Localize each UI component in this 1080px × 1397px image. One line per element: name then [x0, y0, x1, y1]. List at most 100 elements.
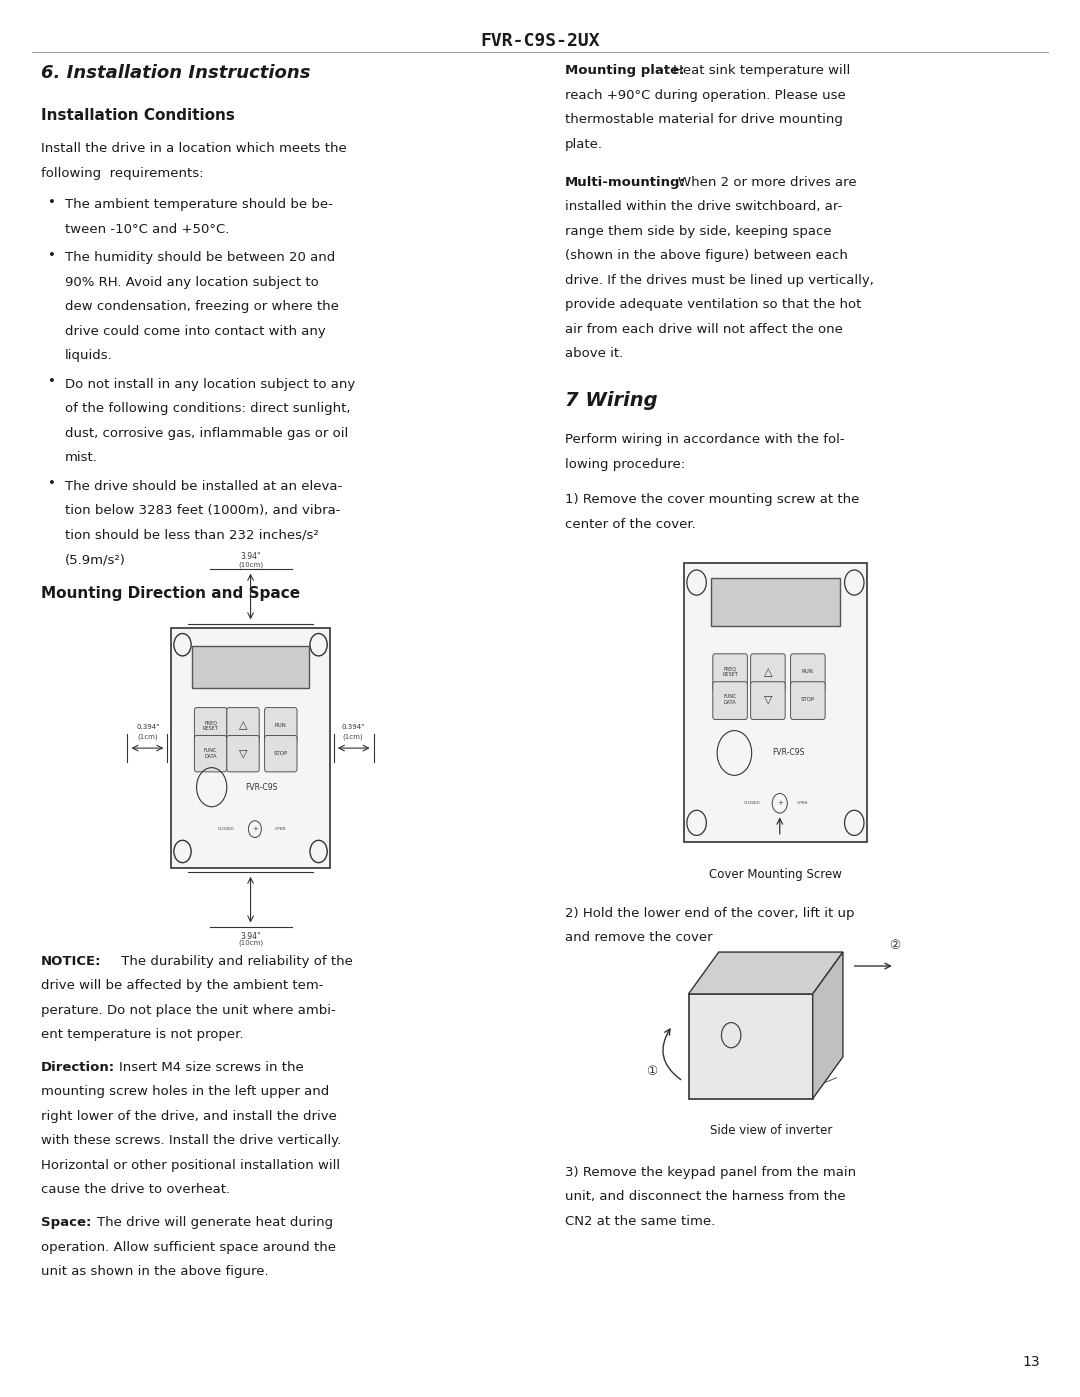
FancyBboxPatch shape [751, 682, 785, 719]
Text: Horizontal or other positional installation will: Horizontal or other positional installat… [41, 1158, 340, 1172]
FancyBboxPatch shape [227, 707, 259, 743]
Text: ②: ② [889, 939, 901, 951]
Text: Installation Conditions: Installation Conditions [41, 108, 235, 123]
FancyBboxPatch shape [684, 563, 867, 842]
Text: FUNC
DATA: FUNC DATA [204, 749, 217, 759]
Text: thermostable material for drive mounting: thermostable material for drive mounting [565, 113, 842, 126]
Text: range them side by side, keeping space: range them side by side, keeping space [565, 225, 832, 237]
Text: △: △ [239, 721, 247, 731]
Text: with these screws. Install the drive vertically.: with these screws. Install the drive ver… [41, 1134, 341, 1147]
Text: Insert M4 size screws in the: Insert M4 size screws in the [119, 1060, 303, 1074]
Text: (10cm): (10cm) [238, 939, 264, 946]
Text: tion below 3283 feet (1000m), and vibra-: tion below 3283 feet (1000m), and vibra- [65, 504, 340, 517]
Text: △: △ [764, 666, 772, 678]
FancyBboxPatch shape [192, 645, 309, 687]
Text: provide adequate ventilation so that the hot: provide adequate ventilation so that the… [565, 298, 861, 312]
Text: 1) Remove the cover mounting screw at the: 1) Remove the cover mounting screw at th… [565, 493, 860, 506]
FancyBboxPatch shape [713, 682, 747, 719]
Text: Mounting Direction and Space: Mounting Direction and Space [41, 585, 300, 601]
Text: liquids.: liquids. [65, 349, 112, 362]
Text: FUNC
DATA: FUNC DATA [724, 694, 737, 705]
FancyBboxPatch shape [194, 735, 227, 771]
Text: (10cm): (10cm) [238, 562, 264, 567]
Text: tween -10°C and +50°C.: tween -10°C and +50°C. [65, 224, 229, 236]
Text: NOTICE:: NOTICE: [41, 954, 102, 968]
Text: Mounting plate:: Mounting plate: [565, 64, 685, 77]
Text: STOP: STOP [273, 752, 288, 756]
FancyBboxPatch shape [265, 735, 297, 771]
Text: Direction:: Direction: [41, 1060, 116, 1074]
FancyBboxPatch shape [194, 707, 227, 743]
FancyBboxPatch shape [751, 654, 785, 692]
Text: ①: ① [646, 1065, 658, 1078]
Text: (1cm): (1cm) [342, 733, 364, 739]
Text: Side view of inverter: Side view of inverter [710, 1123, 833, 1137]
Text: The drive should be installed at an eleva-: The drive should be installed at an elev… [65, 479, 342, 493]
Polygon shape [689, 951, 842, 993]
Text: •: • [48, 374, 55, 388]
Text: mounting screw holes in the left upper and: mounting screw holes in the left upper a… [41, 1085, 329, 1098]
Text: FREQ
RESET: FREQ RESET [203, 721, 218, 731]
Text: cause the drive to overheat.: cause the drive to overheat. [41, 1183, 230, 1196]
Text: mist.: mist. [65, 451, 97, 464]
Text: CLOSED: CLOSED [744, 802, 760, 805]
Text: •: • [48, 196, 55, 208]
Text: air from each drive will not affect the one: air from each drive will not affect the … [565, 323, 842, 335]
Text: STOP: STOP [800, 697, 815, 703]
Text: •: • [48, 249, 55, 261]
Text: The humidity should be between 20 and: The humidity should be between 20 and [65, 251, 335, 264]
Text: 90% RH. Avoid any location subject to: 90% RH. Avoid any location subject to [65, 275, 319, 289]
FancyBboxPatch shape [689, 993, 812, 1098]
Text: (1cm): (1cm) [137, 733, 159, 739]
Text: center of the cover.: center of the cover. [565, 517, 696, 531]
Text: unit, and disconnect the harness from the: unit, and disconnect the harness from th… [565, 1190, 846, 1203]
FancyBboxPatch shape [711, 578, 840, 626]
Text: FREQ
RESET: FREQ RESET [723, 666, 738, 678]
Text: plate.: plate. [565, 138, 603, 151]
Text: The ambient temperature should be be-: The ambient temperature should be be- [65, 198, 333, 211]
Text: The drive will generate heat during: The drive will generate heat during [97, 1215, 334, 1229]
Text: 7 Wiring: 7 Wiring [565, 391, 658, 411]
Text: drive will be affected by the ambient tem-: drive will be affected by the ambient te… [41, 979, 324, 992]
Text: perature. Do not place the unit where ambi-: perature. Do not place the unit where am… [41, 1003, 336, 1017]
Text: tion should be less than 232 inches/s²: tion should be less than 232 inches/s² [65, 528, 319, 542]
FancyBboxPatch shape [227, 735, 259, 771]
FancyBboxPatch shape [171, 627, 330, 868]
Text: of the following conditions: direct sunlight,: of the following conditions: direct sunl… [65, 402, 350, 415]
Text: 13: 13 [1023, 1355, 1040, 1369]
Text: Install the drive in a location which meets the: Install the drive in a location which me… [41, 142, 347, 155]
Text: OPEN: OPEN [274, 827, 286, 831]
Text: drive could come into contact with any: drive could come into contact with any [65, 324, 325, 338]
Text: drive. If the drives must be lined up vertically,: drive. If the drives must be lined up ve… [565, 274, 874, 286]
Text: The durability and reliability of the: The durability and reliability of the [117, 954, 352, 968]
Text: +: + [252, 826, 258, 833]
Text: (shown in the above figure) between each: (shown in the above figure) between each [565, 249, 848, 263]
Text: ▽: ▽ [239, 749, 247, 759]
Text: 0.394": 0.394" [136, 724, 160, 729]
Text: OPEN: OPEN [797, 802, 809, 805]
Text: ent temperature is not proper.: ent temperature is not proper. [41, 1028, 244, 1041]
Text: FVR-C9S-2UX: FVR-C9S-2UX [481, 32, 599, 50]
Polygon shape [812, 951, 842, 1098]
Text: (5.9m/s²): (5.9m/s²) [65, 553, 125, 566]
Text: When 2 or more drives are: When 2 or more drives are [678, 176, 856, 189]
Text: following  requirements:: following requirements: [41, 168, 203, 180]
Text: 2) Hold the lower end of the cover, lift it up: 2) Hold the lower end of the cover, lift… [565, 907, 854, 919]
Text: unit as shown in the above figure.: unit as shown in the above figure. [41, 1264, 269, 1278]
Text: above it.: above it. [565, 346, 623, 360]
Text: right lower of the drive, and install the drive: right lower of the drive, and install th… [41, 1109, 337, 1123]
Text: Do not install in any location subject to any: Do not install in any location subject t… [65, 377, 355, 391]
Text: FVR-C9S: FVR-C9S [772, 749, 805, 757]
Text: Cover Mounting Screw: Cover Mounting Screw [708, 868, 842, 880]
Text: reach +90°C during operation. Please use: reach +90°C during operation. Please use [565, 89, 846, 102]
Text: installed within the drive switchboard, ar-: installed within the drive switchboard, … [565, 200, 842, 214]
Text: +: + [777, 800, 783, 806]
FancyBboxPatch shape [713, 654, 747, 692]
Text: 6. Installation Instructions: 6. Installation Instructions [41, 64, 311, 82]
Text: and remove the cover: and remove the cover [565, 930, 713, 944]
FancyBboxPatch shape [791, 682, 825, 719]
Text: ▽: ▽ [764, 694, 772, 705]
Text: •: • [48, 476, 55, 490]
Text: RUN: RUN [802, 669, 813, 675]
Text: Multi-mounting:: Multi-mounting: [565, 176, 686, 189]
